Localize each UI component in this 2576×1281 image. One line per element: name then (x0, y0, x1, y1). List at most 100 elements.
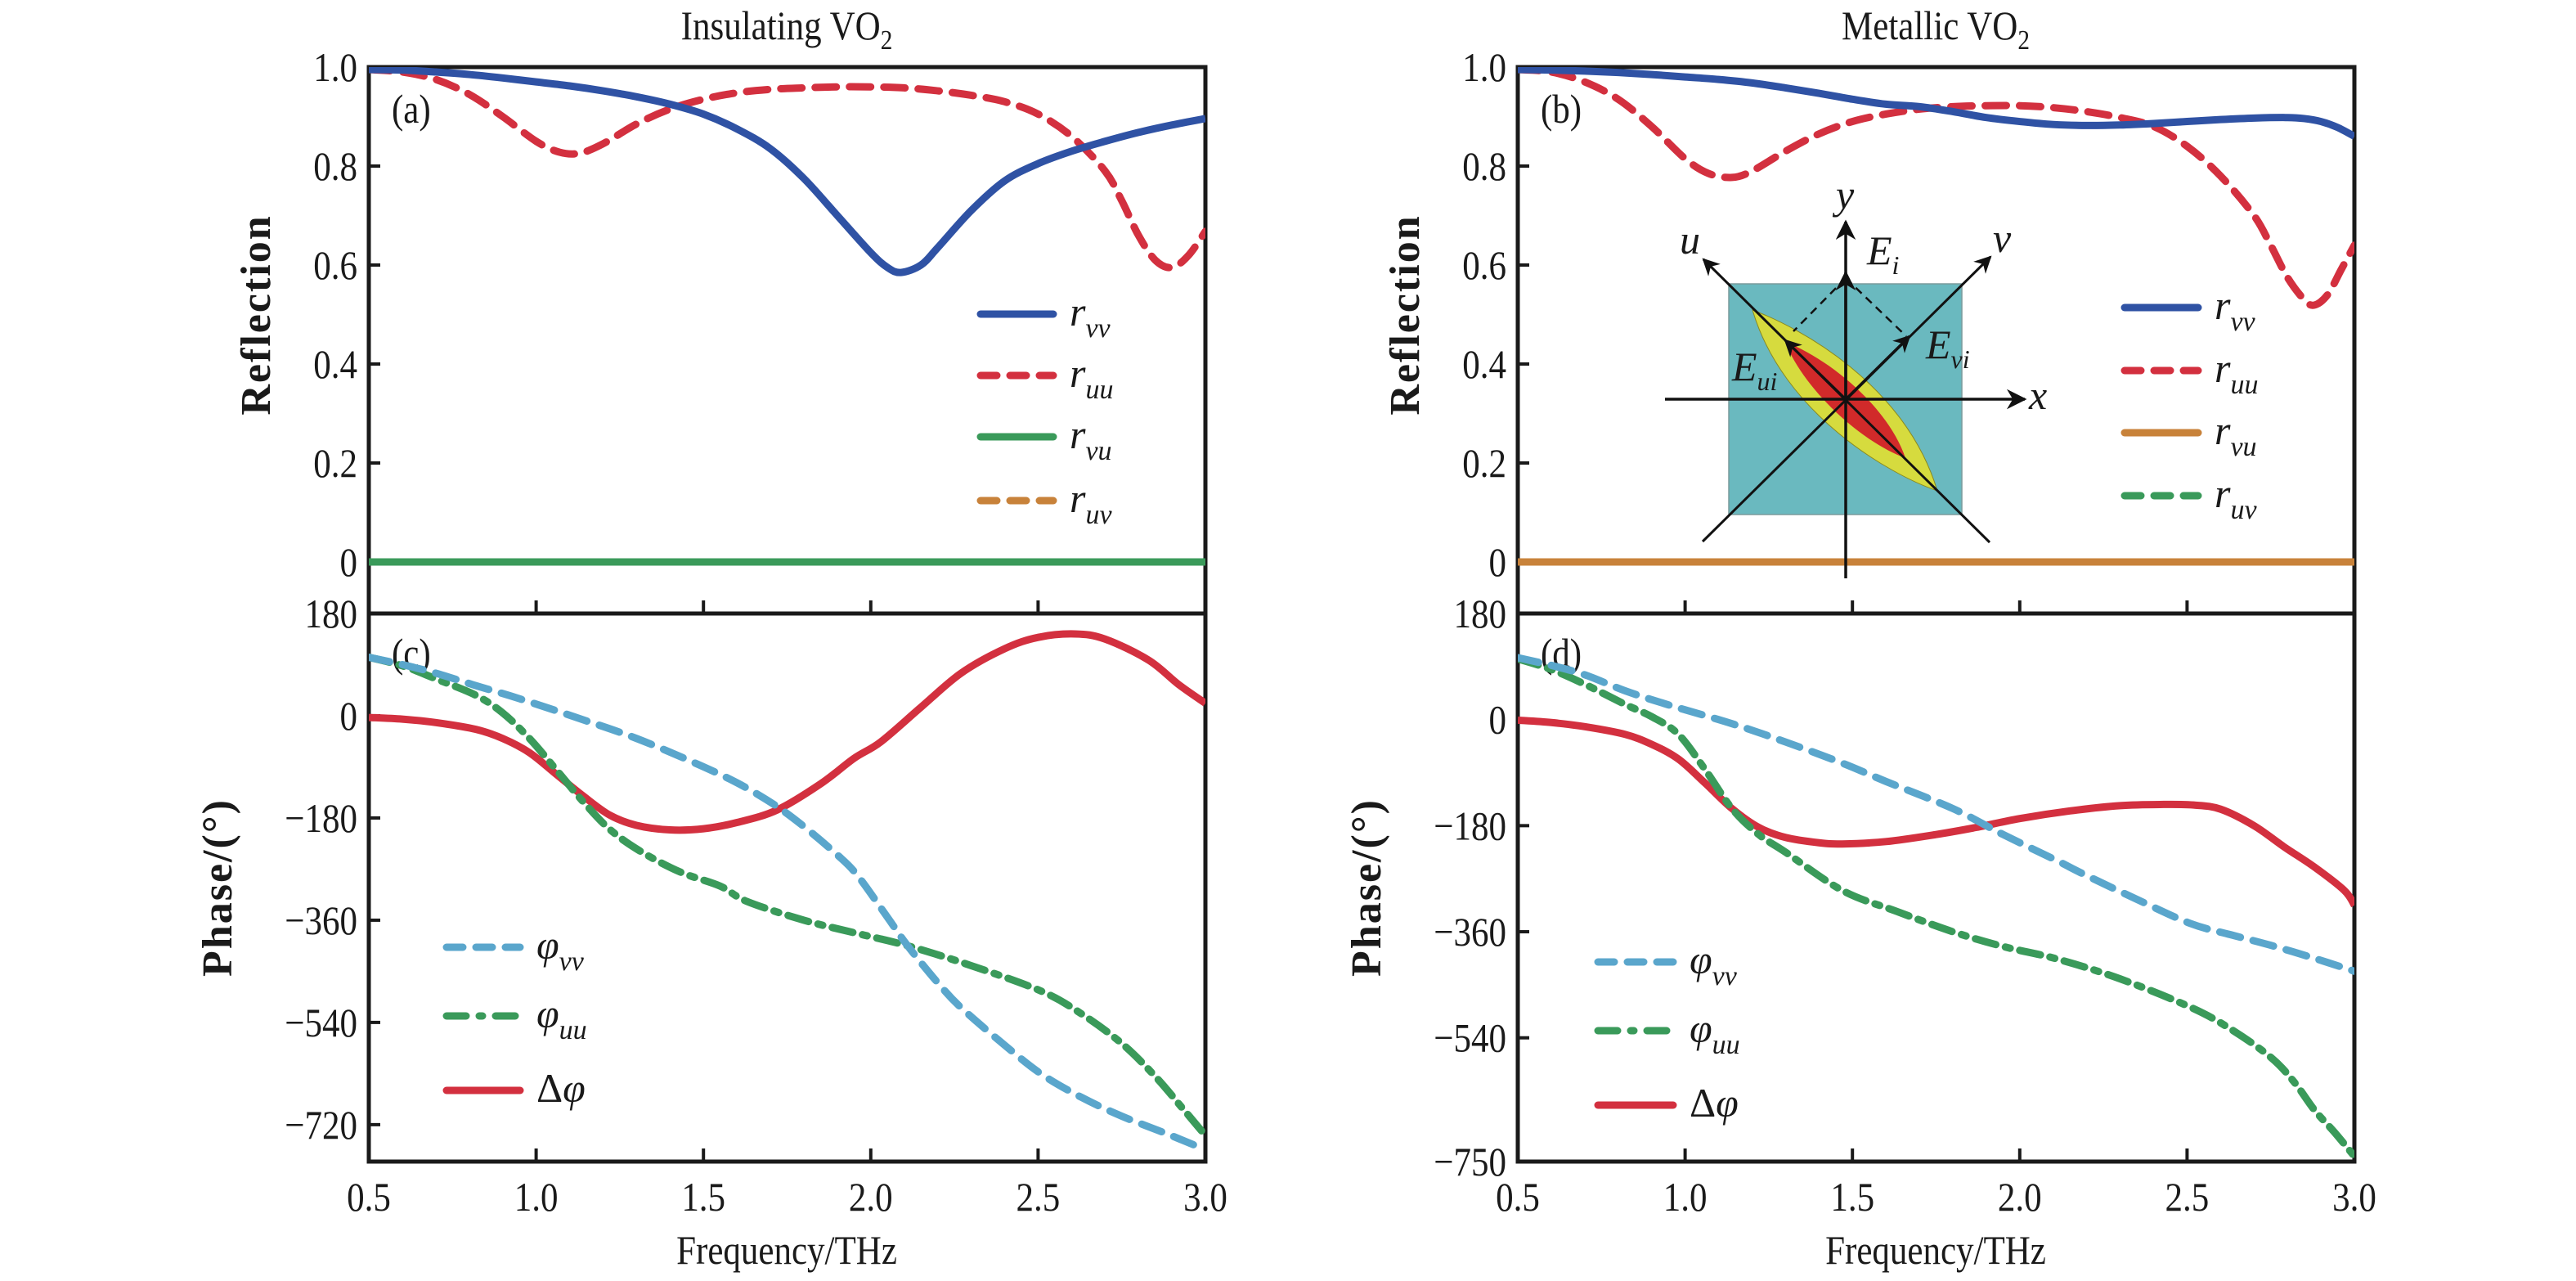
series-r-vv (369, 67, 1205, 276)
y-tick-label: −540 (285, 1000, 357, 1046)
title-left: Insulating VO2 (681, 3, 893, 55)
legend-label: rvu (1070, 411, 1112, 466)
legend-label-main: φ (1690, 937, 1712, 982)
ylabel-reflection-right: Reflection (1382, 214, 1429, 415)
x-tick-label: 2.5 (2165, 1175, 2210, 1220)
y-tick-label: 0 (340, 694, 357, 739)
ylabel-phase-left: Phase/(°) (195, 798, 241, 977)
legend-label-sub: uu (2230, 370, 2258, 400)
inset-label-evi: Evi (1925, 321, 1970, 374)
x-tick-label: 1.5 (1830, 1175, 1874, 1220)
series-delta-phi (369, 630, 1205, 834)
y-tick-label: −360 (285, 898, 357, 944)
inset-label-eui-main: E (1731, 344, 1757, 389)
title-left-sub: 2 (881, 25, 893, 56)
y-tick-label: 180 (305, 591, 357, 637)
legend-label-main: r (2215, 282, 2231, 328)
y-tick-label: 0 (1489, 540, 1506, 586)
legend-label: rvu (2215, 407, 2257, 462)
y-tick-label: −360 (1434, 910, 1506, 955)
legend-label-sub: uv (2230, 495, 2257, 525)
y-tick-label: 0.6 (1462, 243, 1506, 289)
y-tick-label: 0 (1489, 698, 1506, 744)
legend-label-main: r (1070, 475, 1086, 521)
x-tick-label: 1.0 (514, 1175, 559, 1220)
y-tick-label: 0.2 (313, 441, 357, 487)
legend-label-main: r (2215, 470, 2231, 516)
legend-label-main: r (1070, 411, 1086, 457)
y-tick-label: −180 (285, 796, 357, 842)
panel-tag: (a) (392, 87, 431, 133)
legend-label: Δφ (1690, 1080, 1739, 1126)
legend-label-sub: uu (559, 1015, 587, 1045)
xlabel-left: Frequency/THz (676, 1228, 897, 1274)
eui-vector (1784, 339, 1847, 401)
y-tick-label: 0.4 (313, 342, 357, 388)
legend-label-main: φ (536, 922, 559, 968)
legend-label-main: Δ (536, 1065, 563, 1111)
x-tick-label: 0.5 (1496, 1175, 1540, 1220)
legend-label-main: φ (536, 991, 559, 1036)
legend-label: Δφ (536, 1065, 586, 1111)
title-right-sub: 2 (2017, 25, 2030, 56)
y-tick-label: 1.0 (313, 45, 357, 91)
inset-label-ei: Ei (1866, 227, 1899, 280)
y-tick-label: 0.8 (1462, 144, 1506, 190)
title-left-text: Insulating VO (681, 3, 881, 49)
legend-label: ruv (2215, 470, 2257, 525)
legend-label: φvv (536, 922, 585, 977)
projection-dashed-right (1845, 277, 1907, 337)
inset-label-eui-sub: ui (1757, 366, 1778, 396)
inset-label-v: v (1993, 215, 2012, 261)
legend-label-sub: vv (1085, 313, 1111, 344)
y-tick-label: 0.6 (313, 243, 357, 289)
inset-label-y: y (1832, 172, 1855, 218)
legend-label-main: φ (1690, 1005, 1712, 1051)
inset-label-evi-main: E (1925, 321, 1951, 367)
plot-frame (1515, 611, 2357, 1164)
y-tick-label: −720 (285, 1103, 357, 1148)
x-tick-label: 3.0 (2332, 1175, 2376, 1220)
legend-label-main: r (2215, 345, 2231, 391)
plot-frame (366, 611, 1208, 1164)
series-phi-vv (369, 653, 1205, 1153)
y-tick-label: −180 (1434, 803, 1506, 849)
series-delta-phi (1518, 716, 2354, 908)
legend-label-sub: vu (2230, 432, 2256, 462)
legend-label: ruu (1070, 350, 1113, 405)
y-tick-label: 0.8 (313, 144, 357, 190)
x-tick-label: 2.5 (1016, 1175, 1061, 1220)
series-phi-uu (1518, 654, 2354, 1161)
y-tick-label: −750 (1434, 1139, 1506, 1185)
legend-label-sub: uu (1712, 1030, 1740, 1060)
legend-label-sub: vv (2230, 307, 2255, 337)
series-phi-uu (369, 653, 1205, 1139)
inset-label-evi-sub: vi (1951, 344, 1970, 374)
x-tick-label: 1.0 (1663, 1175, 1708, 1220)
evi-vector (1844, 335, 1911, 401)
title-right-text: Metallic VO (1842, 3, 2017, 49)
legend-label-main: r (2215, 407, 2231, 453)
inset-label-eui: Eui (1731, 344, 1777, 396)
x-tick-label: 0.5 (347, 1175, 391, 1220)
legend-label-main: r (1070, 289, 1086, 335)
polarization-inset-diagram: y u v x Ei Eui Evi (1665, 172, 2047, 578)
xlabel-right: Frequency/THz (1825, 1228, 2046, 1274)
legend-label-sub: uu (1085, 375, 1113, 405)
legend-label-sub: vv (559, 946, 585, 977)
panel-tag: (b) (1541, 87, 1582, 133)
y-tick-label: 0 (340, 540, 357, 586)
legend-label-sub: vu (1085, 436, 1111, 466)
inset-label-ei-main: E (1866, 227, 1892, 273)
title-right: Metallic VO2 (1842, 3, 2030, 55)
x-tick-label: 3.0 (1183, 1175, 1227, 1220)
inset-label-x: x (2028, 372, 2047, 418)
y-tick-label: 0.2 (1462, 441, 1506, 487)
x-tick-label: 2.0 (1998, 1175, 2042, 1220)
